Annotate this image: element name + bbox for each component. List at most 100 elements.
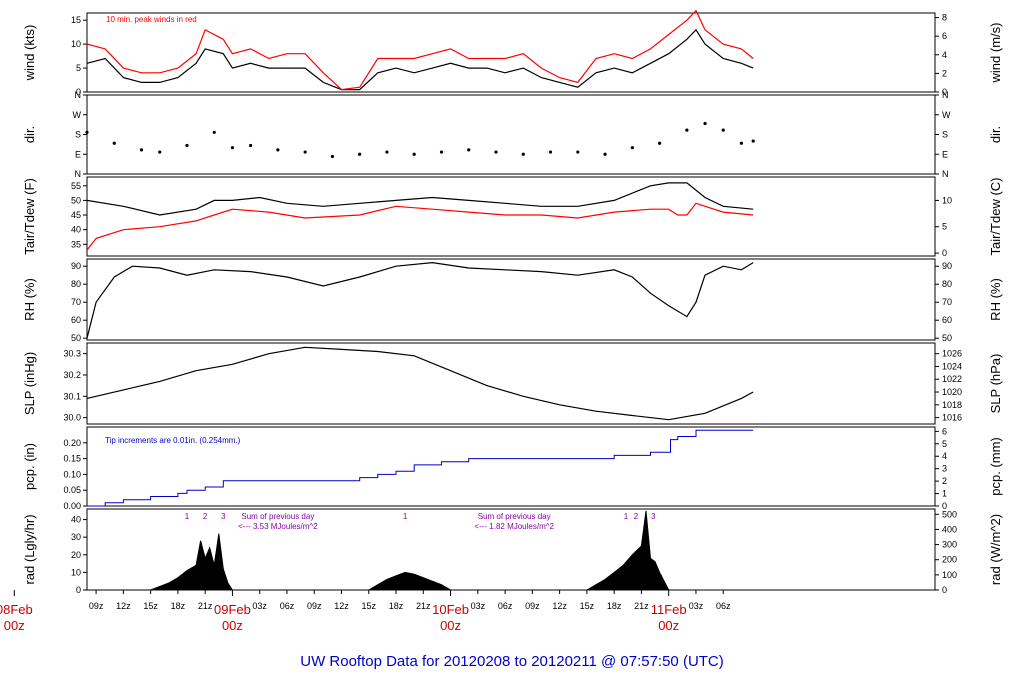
series-line-sea-level-pressure — [86, 346, 754, 421]
dir-point — [603, 152, 607, 156]
time-tick-label: 21z — [416, 601, 431, 611]
right-axis-label: wind (m/s) — [988, 23, 1003, 84]
right-tick-label: 5 — [942, 439, 947, 449]
rad-peak-label: 1 — [624, 512, 629, 521]
right-tick-label: 1024 — [942, 361, 962, 371]
left-tick-label: E — [75, 149, 81, 159]
right-tick-label: 6 — [942, 31, 947, 41]
time-tick-label: 06z — [716, 601, 731, 611]
time-tick-label: 06z — [280, 601, 295, 611]
time-tick-label: 21z — [634, 601, 649, 611]
right-axis-label: RH (%) — [988, 278, 1003, 321]
left-axis-label: dir. — [22, 126, 37, 143]
right-axis-label: dir. — [988, 126, 1003, 143]
left-tick-label: 0 — [76, 87, 81, 97]
dir-point — [494, 150, 498, 154]
time-tick-label: 09z — [525, 601, 540, 611]
right-tick-label: 4 — [942, 451, 947, 461]
dir-point — [721, 128, 725, 132]
right-tick-label: S — [942, 130, 948, 140]
right-tick-label: 0 — [942, 248, 947, 258]
dir-point — [158, 150, 162, 154]
left-tick-label: 10 — [71, 567, 81, 577]
date-label: 10Feb — [432, 602, 469, 617]
dir-point — [658, 141, 662, 145]
left-tick-label: 60 — [71, 315, 81, 325]
left-tick-label: 0.00 — [63, 501, 81, 511]
right-axis-label: rad (W/m^2) — [988, 514, 1003, 585]
left-tick-label: 30.2 — [63, 370, 81, 380]
left-tick-label: 80 — [71, 279, 81, 289]
right-tick-label: 1020 — [942, 387, 962, 397]
panel-wind: 0 5 10 15 0 2 4 6 8 wind (kts) wind (m/s) 10 min. p… — [22, 9, 1003, 97]
rad-note-line1: Sum of previous day — [241, 512, 314, 521]
right-tick-label: 10 — [942, 195, 952, 205]
dir-point — [685, 128, 689, 132]
precip-line — [87, 429, 754, 507]
left-tick-label: 55 — [71, 181, 81, 191]
right-axis-label: SLP (hPa) — [988, 354, 1003, 414]
dir-point — [751, 139, 755, 143]
left-axis-label: wind (kts) — [22, 25, 37, 82]
time-tick-label: 12z — [552, 601, 567, 611]
date-label: 11Feb — [651, 602, 687, 617]
date-zulu-label: 00z — [658, 618, 679, 633]
right-tick-label: 70 — [942, 297, 952, 307]
panel-frame — [86, 508, 936, 591]
dir-point — [85, 130, 89, 134]
dir-point — [412, 152, 416, 156]
right-tick-label: 500 — [942, 509, 957, 519]
dir-point — [630, 146, 634, 150]
dir-point — [303, 150, 307, 154]
panel-annotation: 10 min. peak winds in red — [106, 15, 197, 24]
right-tick-label: 1 — [942, 489, 947, 499]
time-tick-label: 21z — [198, 601, 213, 611]
panel-rh: 50 60 70 80 90 50 60 70 80 90 RH (%) RH (%) — [22, 258, 1003, 343]
panel-annotation: Tip increments are 0.01in. (0.254mm.) — [105, 436, 241, 445]
right-tick-label: 0 — [942, 87, 947, 97]
left-tick-label: 50 — [71, 333, 81, 343]
left-tick-label: N — [75, 169, 82, 179]
left-tick-label: 70 — [71, 297, 81, 307]
right-axis-label: Tair/Tdew (C) — [988, 177, 1003, 255]
panel-temp: 35 40 45 50 55 0 5 10 Tair/Tdew (F) Tair/Tdew (C) — [22, 176, 1003, 258]
time-tick-label: 18z — [171, 601, 186, 611]
time-tick-label: 15z — [580, 601, 595, 611]
right-tick-label: 1016 — [942, 413, 962, 423]
series-line-peak — [86, 9, 754, 91]
panel-frame — [86, 258, 936, 341]
right-tick-label: 1018 — [942, 400, 962, 410]
left-tick-label: 0.20 — [63, 438, 81, 448]
left-tick-label: 0.10 — [63, 469, 81, 479]
left-tick-label: 0.05 — [63, 485, 81, 495]
right-tick-label: 100 — [942, 570, 957, 580]
right-tick-label: 50 — [942, 333, 952, 343]
date-zulu-label: 00z — [440, 618, 461, 633]
right-tick-label: 2 — [942, 476, 947, 486]
left-tick-label: 40 — [71, 225, 81, 235]
time-tick-label: 03z — [689, 601, 704, 611]
right-tick-label: 0 — [942, 585, 947, 595]
panel-pcp: 0.00 0.05 0.10 0.15 0.20 0 1 2 3 4 5 6 pcp. (in) pcp.… — [22, 426, 1003, 511]
right-tick-label: N — [942, 90, 949, 100]
time-tick-label: 15z — [143, 601, 158, 611]
panel-frame — [86, 12, 936, 93]
left-tick-label: N — [75, 90, 82, 100]
right-tick-label: 2 — [942, 68, 947, 78]
dir-point — [276, 148, 280, 152]
left-axis-label: rad (Lgly/hr) — [22, 514, 37, 584]
dir-point — [139, 148, 144, 152]
time-tick-label: 09z — [307, 601, 322, 611]
date-zulu-label: 00z — [222, 618, 243, 633]
right-tick-label: 3 — [942, 464, 947, 474]
right-tick-label: W — [942, 110, 951, 120]
left-tick-label: 35 — [71, 239, 81, 249]
time-axis: 09z 12z 15z 18z 21z 03z 06z 09z 12z 15z 18z 21z 03z 0… — [0, 590, 731, 633]
right-tick-label: 8 — [942, 13, 947, 23]
right-tick-label: 80 — [942, 279, 952, 289]
panel-frame — [86, 176, 936, 257]
right-tick-label: E — [942, 149, 948, 159]
rad-peak-label: 2 — [203, 512, 208, 521]
